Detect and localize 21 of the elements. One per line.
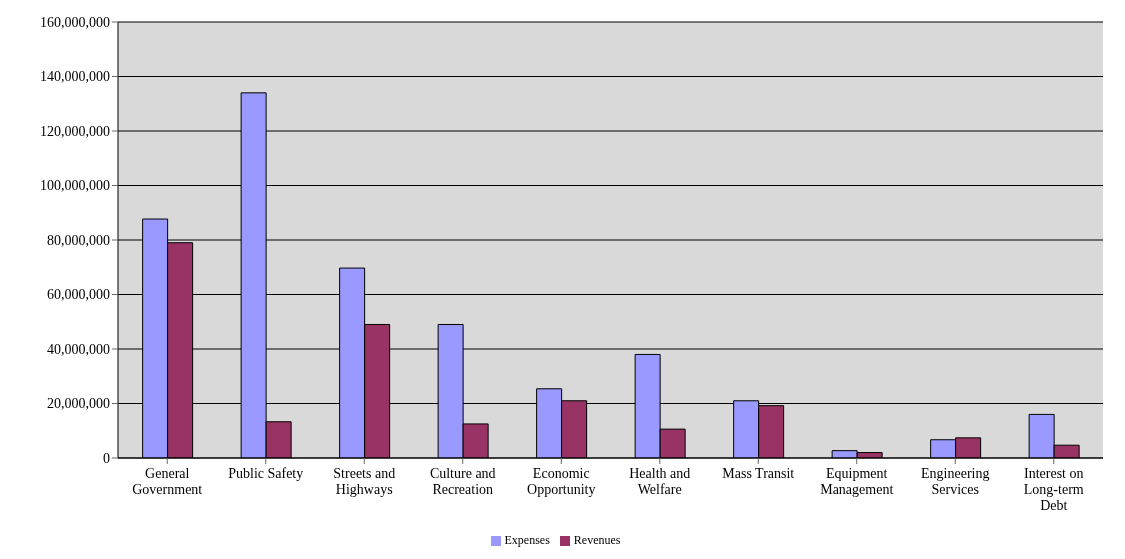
x-tick-label: Streets and Highways	[333, 466, 396, 497]
y-tick-label: 120,000,000	[40, 123, 110, 139]
legend-label: Expenses	[504, 533, 550, 547]
x-tick-label: Health and Welfare	[629, 466, 691, 497]
y-tick-label: 80,000,000	[47, 232, 110, 248]
y-tick-label: 60,000,000	[47, 287, 110, 303]
x-tick-label: Interest on Long-term Debt	[1023, 466, 1084, 513]
legend-label: Revenues	[573, 533, 621, 547]
y-tick-label: 140,000,000	[40, 69, 110, 85]
x-tick-label: Engineering Services	[921, 466, 990, 497]
x-tick-label: Culture and Recreation	[429, 466, 496, 497]
y-tick-label: 160,000,000	[40, 14, 110, 30]
y-tick-label: 20,000,000	[47, 396, 110, 412]
x-tick-label: General Government	[132, 466, 203, 497]
y-tick-label: 0	[103, 450, 110, 466]
x-tick-label: Equipment Management	[820, 466, 894, 497]
y-tick-label: 40,000,000	[47, 341, 110, 357]
x-tick-label: Public Safety	[228, 466, 304, 481]
x-tick-label: Mass Transit	[722, 466, 795, 481]
y-tick-label: 100,000,000	[40, 178, 110, 194]
x-tick-label: Economic Opportunity	[527, 466, 596, 497]
